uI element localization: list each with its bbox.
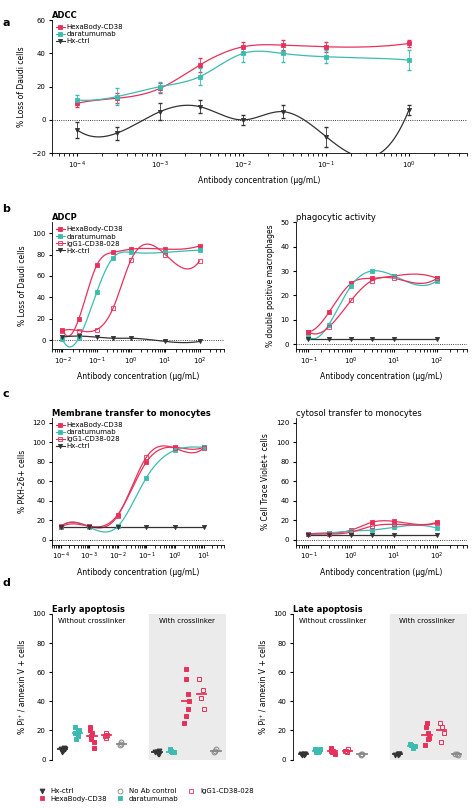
Legend: HexaBody-CD38, daratumumab, IgG1-CD38-028, Hx-ctrl: HexaBody-CD38, daratumumab, IgG1-CD38-02… bbox=[55, 225, 124, 255]
Legend: Hx-ctrl, HexaBody-CD38, No Ab control, daratumumab, IgG1-CD38-028: Hx-ctrl, HexaBody-CD38, No Ab control, d… bbox=[32, 785, 256, 805]
Text: Membrane transfer to monocytes: Membrane transfer to monocytes bbox=[52, 409, 211, 418]
Bar bbox=[390, 614, 467, 760]
Text: Without crosslinker: Without crosslinker bbox=[58, 618, 126, 625]
Y-axis label: % Pi⁺ / annexin V + cells: % Pi⁺ / annexin V + cells bbox=[18, 639, 27, 734]
Y-axis label: % Cell Trace Violet+ cells: % Cell Trace Violet+ cells bbox=[261, 433, 270, 530]
Text: Late apoptosis: Late apoptosis bbox=[292, 605, 362, 614]
Y-axis label: % double positive macrophages: % double positive macrophages bbox=[266, 225, 275, 347]
Text: ADCP: ADCP bbox=[52, 213, 78, 222]
Text: b: b bbox=[2, 204, 10, 213]
X-axis label: Antibody concentration (µg/mL): Antibody concentration (µg/mL) bbox=[198, 176, 321, 185]
Text: a: a bbox=[2, 18, 10, 27]
Y-axis label: % Loss of Daudi cells: % Loss of Daudi cells bbox=[18, 246, 27, 326]
Legend: HexaBody-CD38, daratumumab, IgG1-CD38-028, Hx-ctrl: HexaBody-CD38, daratumumab, IgG1-CD38-02… bbox=[55, 422, 124, 450]
Text: phagocytic activity: phagocytic activity bbox=[295, 213, 375, 222]
Text: With crosslinker: With crosslinker bbox=[159, 618, 214, 625]
Text: Without crosslinker: Without crosslinker bbox=[299, 618, 366, 625]
Text: d: d bbox=[2, 578, 10, 587]
Y-axis label: % PKH-26+ cells: % PKH-26+ cells bbox=[18, 450, 27, 513]
Y-axis label: % Pi⁺ / annexin V + cells: % Pi⁺ / annexin V + cells bbox=[258, 639, 267, 734]
Text: Early apoptosis: Early apoptosis bbox=[52, 605, 125, 614]
X-axis label: Antibody concentration (µg/mL): Antibody concentration (µg/mL) bbox=[77, 568, 199, 577]
Text: With crosslinker: With crosslinker bbox=[399, 618, 455, 625]
X-axis label: Antibody concentration (µg/mL): Antibody concentration (µg/mL) bbox=[77, 372, 199, 381]
Bar bbox=[149, 614, 226, 760]
Text: cytosol transfer to monocytes: cytosol transfer to monocytes bbox=[295, 409, 421, 418]
Text: ADCC: ADCC bbox=[52, 11, 78, 20]
X-axis label: Antibody concentration (µg/mL): Antibody concentration (µg/mL) bbox=[320, 568, 442, 577]
X-axis label: Antibody concentration (µg/mL): Antibody concentration (µg/mL) bbox=[320, 372, 442, 381]
Legend: HexaBody-CD38, daratumumab, Hx-ctrl: HexaBody-CD38, daratumumab, Hx-ctrl bbox=[55, 23, 124, 45]
Y-axis label: % Loss of Daudi cells: % Loss of Daudi cells bbox=[17, 46, 26, 127]
Text: c: c bbox=[2, 389, 9, 399]
